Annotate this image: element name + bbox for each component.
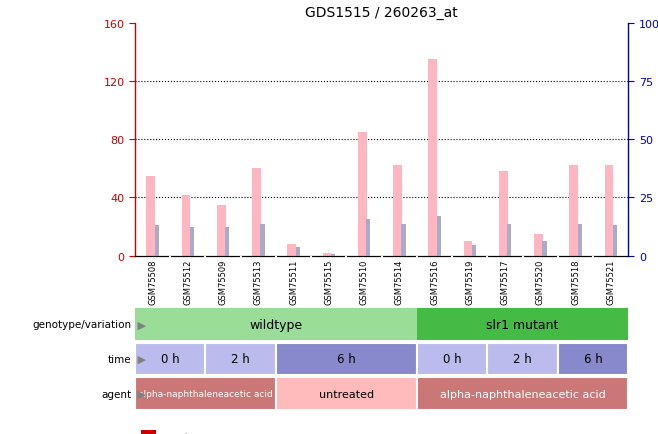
Text: ▶: ▶ bbox=[134, 319, 146, 329]
Bar bbox=[135, 308, 417, 341]
Text: wildtype: wildtype bbox=[249, 318, 303, 331]
Bar bbox=[507, 224, 511, 256]
Bar bbox=[569, 166, 578, 256]
Bar bbox=[417, 308, 628, 341]
Bar bbox=[276, 343, 417, 375]
Bar bbox=[295, 247, 300, 256]
Bar bbox=[605, 166, 613, 256]
Bar bbox=[542, 242, 547, 256]
Title: GDS1515 / 260263_at: GDS1515 / 260263_at bbox=[305, 6, 458, 20]
Bar bbox=[182, 195, 190, 256]
Text: slr1 mutant: slr1 mutant bbox=[486, 318, 559, 331]
Bar bbox=[146, 176, 155, 256]
Text: ▶: ▶ bbox=[134, 389, 146, 399]
Text: alpha-naphthaleneacetic acid: alpha-naphthaleneacetic acid bbox=[138, 389, 273, 398]
Bar bbox=[205, 343, 276, 375]
Text: untreated: untreated bbox=[319, 389, 374, 399]
Bar bbox=[578, 224, 582, 256]
Text: alpha-naphthaleneacetic acid: alpha-naphthaleneacetic acid bbox=[440, 389, 605, 399]
Bar bbox=[472, 246, 476, 256]
Bar bbox=[428, 60, 437, 256]
Bar bbox=[464, 242, 472, 256]
Bar bbox=[358, 133, 367, 256]
Bar bbox=[261, 224, 265, 256]
Text: ▶: ▶ bbox=[134, 354, 146, 364]
Text: time: time bbox=[108, 354, 132, 364]
Bar bbox=[322, 253, 332, 256]
Text: 2 h: 2 h bbox=[513, 353, 532, 365]
Bar bbox=[401, 224, 405, 256]
Text: agent: agent bbox=[101, 389, 132, 399]
Bar bbox=[488, 343, 558, 375]
Bar bbox=[217, 205, 226, 256]
Text: 6 h: 6 h bbox=[584, 353, 603, 365]
Text: 0 h: 0 h bbox=[443, 353, 461, 365]
Bar bbox=[135, 343, 205, 375]
Bar bbox=[288, 244, 296, 256]
Bar bbox=[225, 227, 230, 256]
Bar bbox=[190, 227, 194, 256]
Text: count: count bbox=[161, 432, 189, 434]
Bar bbox=[558, 343, 628, 375]
Bar bbox=[534, 234, 543, 256]
Text: 6 h: 6 h bbox=[337, 353, 356, 365]
Text: 2 h: 2 h bbox=[231, 353, 250, 365]
Bar bbox=[276, 378, 417, 410]
Bar bbox=[252, 169, 261, 256]
Bar bbox=[155, 226, 159, 256]
Text: genotype/variation: genotype/variation bbox=[32, 319, 132, 329]
Bar bbox=[499, 172, 508, 256]
Bar bbox=[417, 378, 628, 410]
Bar bbox=[437, 217, 441, 256]
Bar bbox=[366, 220, 370, 256]
Bar bbox=[331, 255, 335, 256]
Bar bbox=[417, 343, 488, 375]
Bar bbox=[613, 226, 617, 256]
Text: 0 h: 0 h bbox=[161, 353, 180, 365]
Bar bbox=[135, 378, 276, 410]
Bar bbox=[393, 166, 402, 256]
